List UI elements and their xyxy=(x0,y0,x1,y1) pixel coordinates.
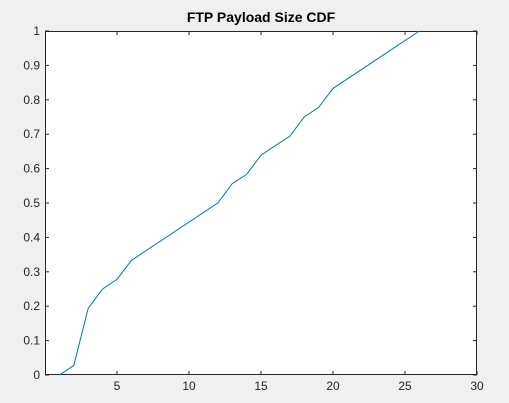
y-tick-label: 0.7 xyxy=(23,127,40,141)
y-tick-label: 0.9 xyxy=(23,58,40,72)
y-tick-label: 0.1 xyxy=(23,334,40,348)
y-tick-label: 0 xyxy=(33,368,40,382)
chart-title: FTP Payload Size CDF xyxy=(187,9,336,25)
y-tick-label: 0.2 xyxy=(23,299,40,313)
x-tick-label: 10 xyxy=(182,379,196,393)
y-tick-label: 0.8 xyxy=(23,93,40,107)
y-tick-label: 0.6 xyxy=(23,162,40,176)
x-ticks: 5 10 15 20 25 30 xyxy=(114,31,484,393)
y-tick-label: 0.4 xyxy=(23,230,40,244)
y-tick-label: 0.5 xyxy=(23,196,40,210)
x-tick-label: 20 xyxy=(326,379,340,393)
y-tick-label: 0.3 xyxy=(23,265,40,279)
x-tick-label: 25 xyxy=(398,379,412,393)
x-tick-label: 30 xyxy=(470,379,484,393)
cdf-line xyxy=(59,30,420,376)
plot-lines xyxy=(59,30,420,376)
y-tick-label: 1 xyxy=(33,24,40,38)
x-tick-label: 15 xyxy=(254,379,268,393)
y-ticks: 0 0.1 0.2 0.3 0.4 0.5 0.6 0.7 0.8 0.9 1 xyxy=(23,24,477,382)
x-tick-label: 5 xyxy=(114,379,121,393)
axes-background xyxy=(45,31,477,375)
